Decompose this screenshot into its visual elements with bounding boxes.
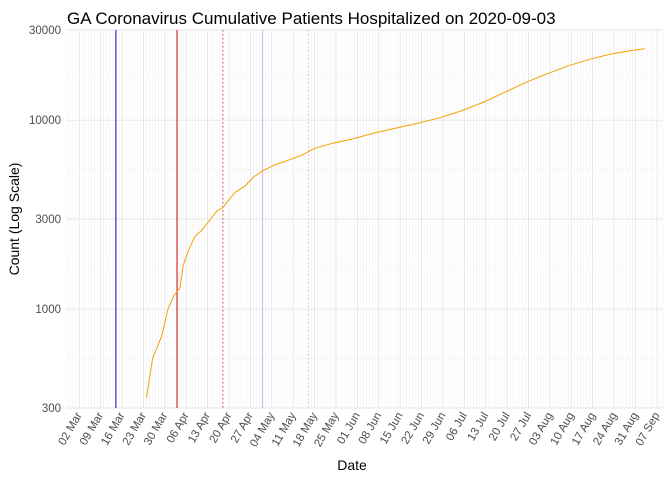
y-axis-ticks: 300 1000 3000 10000 30000 (29, 25, 61, 415)
y-tick-label: 300 (42, 403, 61, 415)
y-tick-label: 3000 (35, 214, 61, 226)
x-axis-title: Date (337, 457, 367, 473)
series-group (146, 48, 645, 398)
chart-title: GA Coronavirus Cumulative Patients Hospi… (67, 9, 556, 28)
grid (66, 29, 664, 409)
y-axis-title: Count (Log Scale) (6, 163, 22, 276)
reference-lines (115, 30, 309, 408)
series-line (146, 48, 645, 398)
y-tick-label: 1000 (35, 304, 61, 316)
y-tick-label: 10000 (29, 115, 61, 127)
y-tick-label: 30000 (29, 25, 61, 37)
